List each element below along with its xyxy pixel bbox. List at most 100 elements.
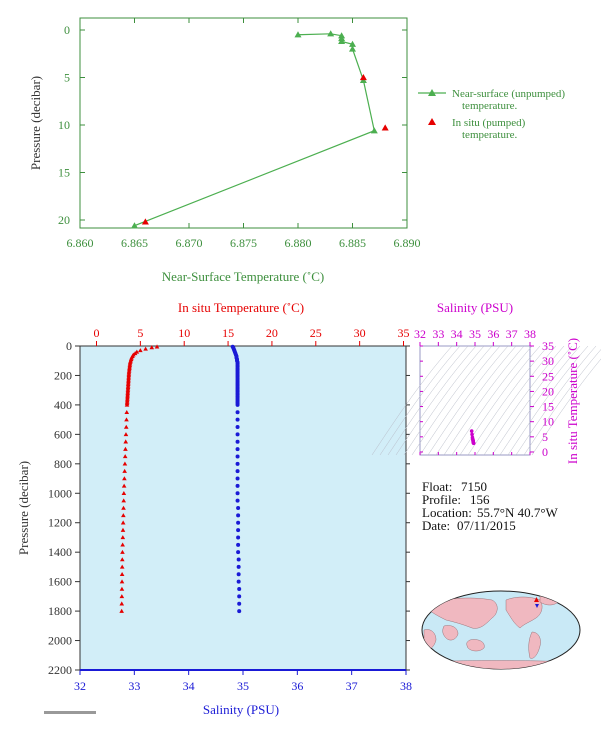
series-line-unpumped (134, 33, 375, 227)
ts-salinity-tick-label: 34 (451, 327, 463, 341)
salinity-point (235, 483, 240, 488)
data-point-unpumped (327, 30, 335, 37)
pressure-tick-label: 200 (54, 368, 72, 382)
salinity-point (235, 432, 240, 437)
pressure-tick-label: 1400 (48, 545, 72, 559)
ts-axis-ticks (419, 342, 534, 455)
ts-temperature-tick-label: 30 (542, 354, 554, 368)
ts-salinity-tick-labels: 32 33 34 35 36 37 38 (414, 327, 536, 341)
legend-marker-unpumped (428, 89, 436, 96)
temperature-point (119, 579, 125, 584)
temperature-point (123, 432, 129, 437)
temperature-point (119, 608, 124, 613)
salinity-tick-label: 35 (237, 679, 249, 693)
temperature-tick-label: 35 (398, 326, 410, 340)
temperature-point (138, 348, 143, 353)
float-info: Float: 7150 Profile: 156 Location: 55.7°… (422, 479, 559, 533)
temperature-point (149, 345, 155, 350)
upper-x-tick-label: 6.865 (121, 236, 148, 250)
legend-label-pumped: In situ (pumped) temperature. (452, 117, 526, 141)
density-contour (523, 349, 601, 456)
density-contour (459, 345, 541, 456)
ts-salinity-tick-label: 36 (487, 327, 499, 341)
ts-temperature-tick-label: 15 (542, 400, 554, 414)
ts-plot-frame (419, 345, 531, 456)
upper-axis-ticks (79, 18, 408, 228)
salinity-tick-labels: 32 33 34 35 36 37 38 (74, 679, 412, 693)
ts-data-marks (469, 429, 476, 446)
upper-x-axis-label: Near-Surface Temperature (˚C) (162, 269, 324, 284)
temperature-axis-label: In situ Temperature (˚C) (178, 300, 304, 315)
pressure-tick-label: 1800 (48, 604, 72, 618)
float-label: Float: (422, 479, 452, 494)
temperature-tick-label: 15 (222, 326, 234, 340)
pressure-axis-label: Pressure (decibar) (16, 461, 31, 555)
salinity-point (237, 587, 242, 591)
profile-axis-ticks (75, 341, 410, 675)
density-contour (411, 345, 493, 456)
salinity-point (236, 520, 241, 525)
temperature-tick-label: 25 (310, 326, 322, 340)
pressure-tick-label: 1600 (48, 575, 72, 589)
pressure-tick-label: 1200 (48, 516, 72, 530)
ts-salinity-tick-label: 33 (432, 327, 444, 341)
density-contour (483, 345, 565, 456)
salinity-point (236, 528, 241, 533)
temperature-point (119, 557, 125, 562)
temperature-tick-label: 0 (94, 326, 100, 340)
upper-y-tick-label: 20 (58, 213, 70, 227)
pressure-tick-label: 2200 (48, 663, 72, 677)
density-contour (475, 345, 557, 456)
data-point-unpumped (349, 40, 356, 47)
temperature-point (120, 549, 125, 554)
salinity-tick-label: 34 (183, 679, 195, 693)
density-contour (419, 345, 501, 456)
pressure-tick-label: 800 (54, 457, 72, 471)
map-land-south-america (528, 631, 541, 659)
temperature-point (119, 571, 125, 576)
salinity-point (235, 476, 240, 481)
temperature-tick-label: 10 (178, 326, 190, 340)
salinity-point (236, 506, 241, 510)
salinity-point (237, 594, 242, 599)
temperature-point (123, 439, 129, 444)
ts-temperature-axis-label: In situ Temperature (˚C) (565, 338, 580, 464)
ts-point (470, 432, 474, 437)
map-land-australia (466, 639, 485, 652)
map-float-marker-blue (535, 604, 539, 608)
temperature-point (122, 454, 128, 459)
salinity-point (236, 535, 241, 540)
salinity-tick-label: 33 (128, 679, 140, 693)
data-point-unpumped (131, 222, 138, 229)
near-surface-chart: 6.860 6.865 6.870 6.875 6.880 6.885 6.890 0 5 10… (28, 17, 565, 284)
upper-x-tick-label: 6.860 (67, 236, 94, 250)
ts-salinity-axis-label: Salinity (PSU) (437, 300, 513, 315)
ts-point (469, 429, 474, 433)
temperature-point (122, 476, 127, 481)
temperature-point (121, 483, 127, 488)
map-float-marker-red (534, 597, 539, 602)
ts-salinity-tick-label: 32 (414, 327, 426, 341)
profile-value: 156 (470, 492, 490, 507)
salinity-point (236, 542, 241, 547)
density-contour (491, 345, 573, 456)
ts-temperature-tick-label: 25 (542, 369, 554, 383)
upper-x-tick-label: 6.870 (176, 236, 203, 250)
upper-data-marks (131, 30, 389, 229)
salinity-point (236, 550, 241, 555)
legend-marker-pumped (428, 118, 436, 125)
temperature-tick-label: 20 (266, 326, 278, 340)
temperature-point (119, 601, 125, 606)
salinity-point (236, 572, 241, 577)
profile-chart: 0 5 10 15 20 25 30 35 32 33 34 35 36 37 38 0 200 400 600… (16, 300, 412, 717)
upper-x-tick-labels: 6.860 6.865 6.870 6.875 6.880 6.885 6.890 (67, 236, 421, 250)
map-land-antarctica (429, 660, 571, 669)
ts-salinity-tick-label: 38 (524, 327, 536, 341)
map-land-south-asia (442, 625, 459, 641)
salinity-point (235, 447, 240, 452)
density-contour (451, 345, 533, 456)
ts-temperature-tick-label: 20 (542, 384, 554, 398)
temperature-point (154, 344, 160, 349)
salinity-point (235, 454, 240, 459)
